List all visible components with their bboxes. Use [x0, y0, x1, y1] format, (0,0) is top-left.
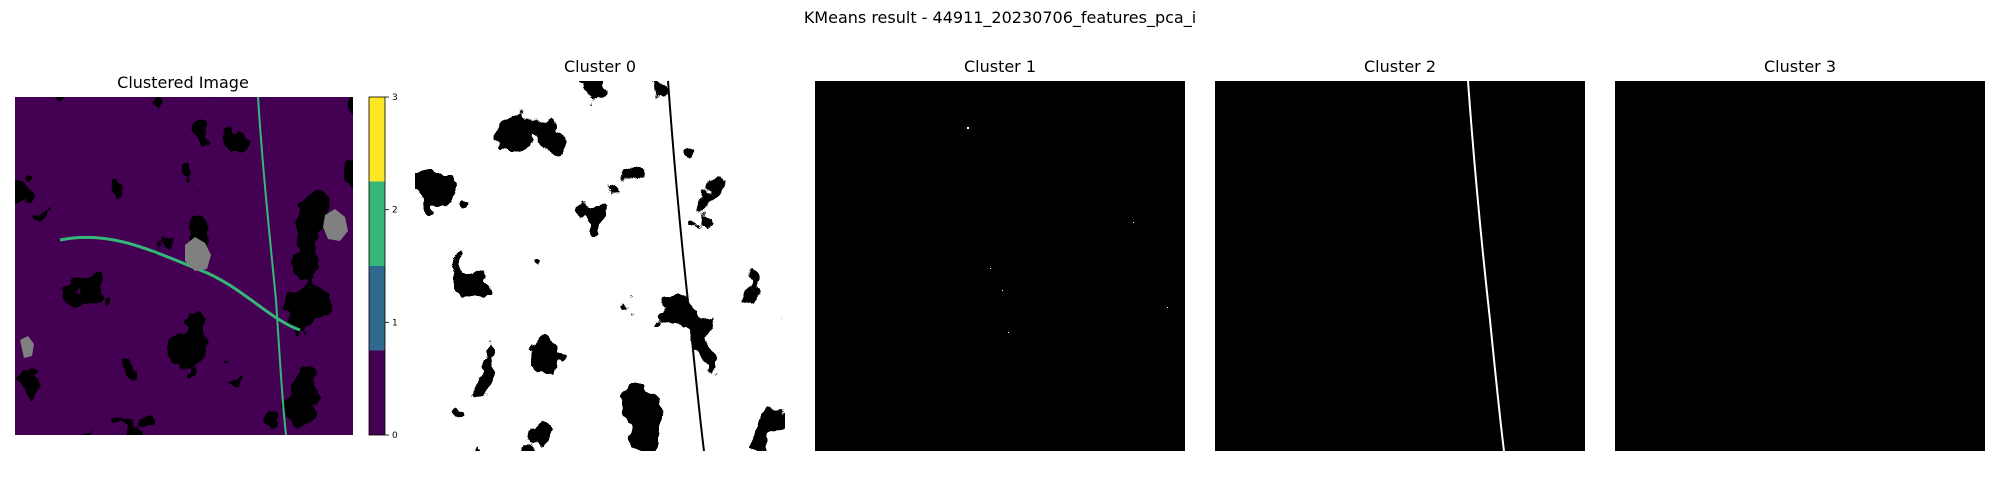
colorbar-tick-label-1: 1 [392, 318, 398, 328]
colorbar-tick-label-2: 2 [392, 206, 398, 216]
cluster-0-title: Cluster 0 [564, 57, 636, 76]
clustered-image-cluster-2-area [15, 97, 353, 435]
cluster-1-mask [815, 81, 1185, 451]
colorbar: 0 1 2 3 [369, 93, 398, 441]
colorbar-band-0 [369, 351, 385, 436]
cluster-2-mask-in-cluster [1215, 81, 1585, 451]
cluster-0-panel: Cluster 0 [415, 57, 785, 451]
colorbar-tick-label-0: 0 [392, 431, 398, 441]
clustered-image-title: Clustered Image [117, 73, 249, 92]
cluster-3-title: Cluster 3 [1764, 57, 1836, 76]
cluster-2-title: Cluster 2 [1364, 57, 1436, 76]
cluster-1-panel: Cluster 1 [815, 57, 1185, 451]
colorbar-band-2 [369, 182, 385, 267]
cluster-1-title: Cluster 1 [964, 57, 1036, 76]
cluster-3-mask [1615, 81, 1985, 451]
cluster-0-mask-other-clusters [415, 81, 785, 451]
colorbar-band-1 [369, 266, 385, 351]
cluster-3-panel: Cluster 3 [1615, 57, 1985, 451]
colorbar-tick-label-3: 3 [392, 93, 398, 103]
colorbar-band-3 [369, 97, 385, 182]
clustered-image-panel: Clustered Image [15, 73, 353, 435]
cluster-2-panel: Cluster 2 [1215, 57, 1585, 451]
